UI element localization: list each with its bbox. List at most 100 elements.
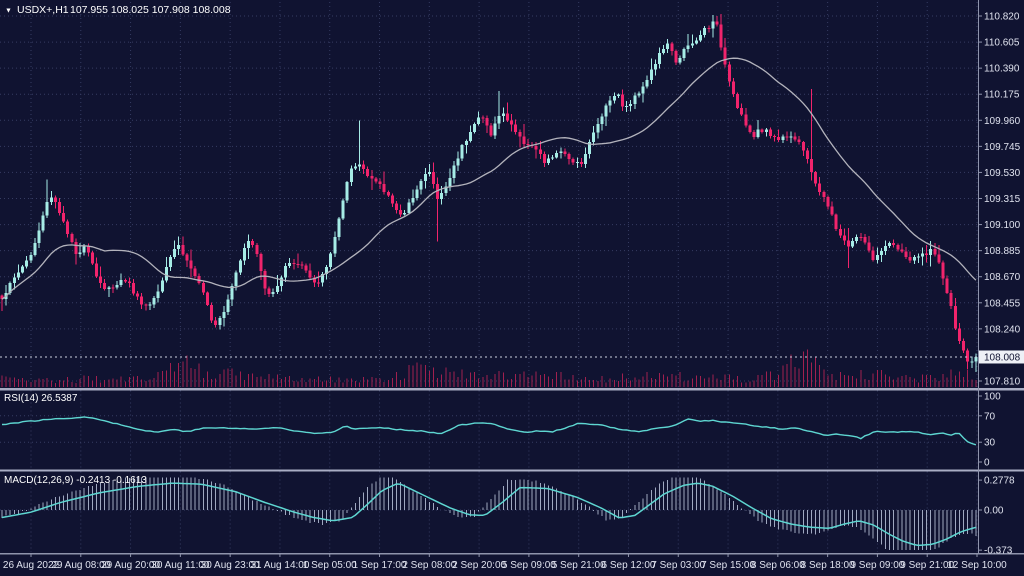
volume-bar xyxy=(174,371,176,387)
candle-body xyxy=(41,215,45,231)
candle-body xyxy=(86,246,90,253)
volume-bar xyxy=(461,369,463,387)
candle-body xyxy=(715,21,719,25)
volume-bar xyxy=(153,378,155,387)
volume-bar xyxy=(260,376,262,387)
candle-body xyxy=(185,254,189,261)
rsi-tick-label: 100 xyxy=(984,392,1001,403)
price-tick-label: 110.175 xyxy=(984,90,1020,101)
volume-bar xyxy=(658,372,660,387)
volume-bar xyxy=(856,378,858,387)
volume-bar xyxy=(367,379,369,387)
candle-body xyxy=(70,233,74,242)
volume-bar xyxy=(901,376,903,387)
candle-body xyxy=(810,158,814,173)
volume-bar xyxy=(400,379,402,387)
candle-body xyxy=(222,311,226,318)
candle-body xyxy=(284,266,288,278)
volume-bar xyxy=(280,378,282,387)
candle-body xyxy=(694,40,698,44)
volume-bar xyxy=(42,378,44,387)
candles-layer[interactable] xyxy=(0,13,978,373)
candle-body xyxy=(781,136,785,141)
volume-bar xyxy=(852,376,854,387)
volume-bar xyxy=(157,372,159,387)
volume-bar xyxy=(239,371,241,387)
candle-body xyxy=(608,100,612,106)
candle-body xyxy=(16,272,20,278)
volume-bar xyxy=(268,374,270,387)
candle-body xyxy=(325,267,329,274)
candle-body xyxy=(744,114,748,126)
volume-bar xyxy=(700,376,702,387)
candle-body xyxy=(600,116,604,124)
candle-body xyxy=(579,162,583,165)
candle-body xyxy=(399,209,403,215)
candle-body xyxy=(699,34,703,41)
candle-body xyxy=(641,86,645,94)
candle-body xyxy=(378,181,382,184)
rsi-panel[interactable] xyxy=(1,416,977,446)
candle-body xyxy=(756,129,760,138)
volume-bar xyxy=(91,380,93,387)
candle-body xyxy=(596,123,600,133)
candle-body xyxy=(748,125,752,133)
candle-body xyxy=(275,285,279,293)
time-tick-label: 30 Aug 23:00 xyxy=(201,560,260,571)
volume-bar xyxy=(511,379,513,387)
candle-body xyxy=(793,136,797,140)
rsi-macd-separator xyxy=(0,469,1024,472)
candle-body xyxy=(534,145,538,150)
volume-bar xyxy=(272,378,274,387)
candle-body xyxy=(304,265,308,271)
symbol-dropdown-icon[interactable]: ▼ xyxy=(5,8,12,15)
rsi-line xyxy=(1,416,977,446)
volume-bar xyxy=(486,374,488,387)
time-tick-label: 12 Sep 10:00 xyxy=(947,560,1007,571)
volume-bar xyxy=(741,382,743,387)
panel-separators[interactable] xyxy=(0,0,1024,555)
volume-bar xyxy=(322,381,324,387)
volume-bar xyxy=(490,378,492,387)
candle-body xyxy=(288,262,292,267)
candle-body xyxy=(945,278,949,293)
volume-bar xyxy=(872,373,874,387)
volume-bar xyxy=(412,365,414,387)
candle-body xyxy=(662,48,666,54)
candle-body xyxy=(25,260,29,267)
candle-body xyxy=(214,320,218,326)
candle-body xyxy=(604,105,608,117)
candle-body xyxy=(152,298,156,305)
price-tick-label: 107.810 xyxy=(984,377,1021,388)
candle-body xyxy=(736,93,740,108)
macd-panel[interactable] xyxy=(1,477,977,550)
volume-bar xyxy=(375,378,377,387)
candle-body xyxy=(526,143,530,146)
candle-body xyxy=(255,245,259,254)
volume-bar xyxy=(404,378,406,387)
volume-bar xyxy=(576,380,578,387)
price-scale[interactable]: 110.820 110.605 110.390 110.175 109.960 109.7… xyxy=(978,12,1024,557)
candle-body xyxy=(567,154,571,159)
time-tick-label: 5 Sep 21:00 xyxy=(552,560,606,571)
main-rsi-separator xyxy=(0,388,1024,391)
candle-body xyxy=(477,117,481,125)
volume-bar xyxy=(441,374,443,387)
candle-body xyxy=(588,142,592,154)
volume-bar xyxy=(50,380,52,387)
time-tick-label: 8 Sep 18:00 xyxy=(801,560,855,571)
time-tick-label: 1 Sep 17:00 xyxy=(353,560,407,571)
candle-body xyxy=(883,245,887,251)
volume-bar xyxy=(293,381,295,387)
volume-bar xyxy=(428,370,430,387)
candle-body xyxy=(962,340,966,351)
candle-body xyxy=(625,106,629,108)
volume-bar xyxy=(112,378,114,387)
symbol-period-label[interactable]: USDX+,H1 xyxy=(17,4,69,16)
volume-bar xyxy=(178,363,180,387)
candle-body xyxy=(571,158,575,163)
volume-bar xyxy=(198,363,200,387)
candle-body xyxy=(592,132,596,143)
candle-body xyxy=(501,113,505,117)
